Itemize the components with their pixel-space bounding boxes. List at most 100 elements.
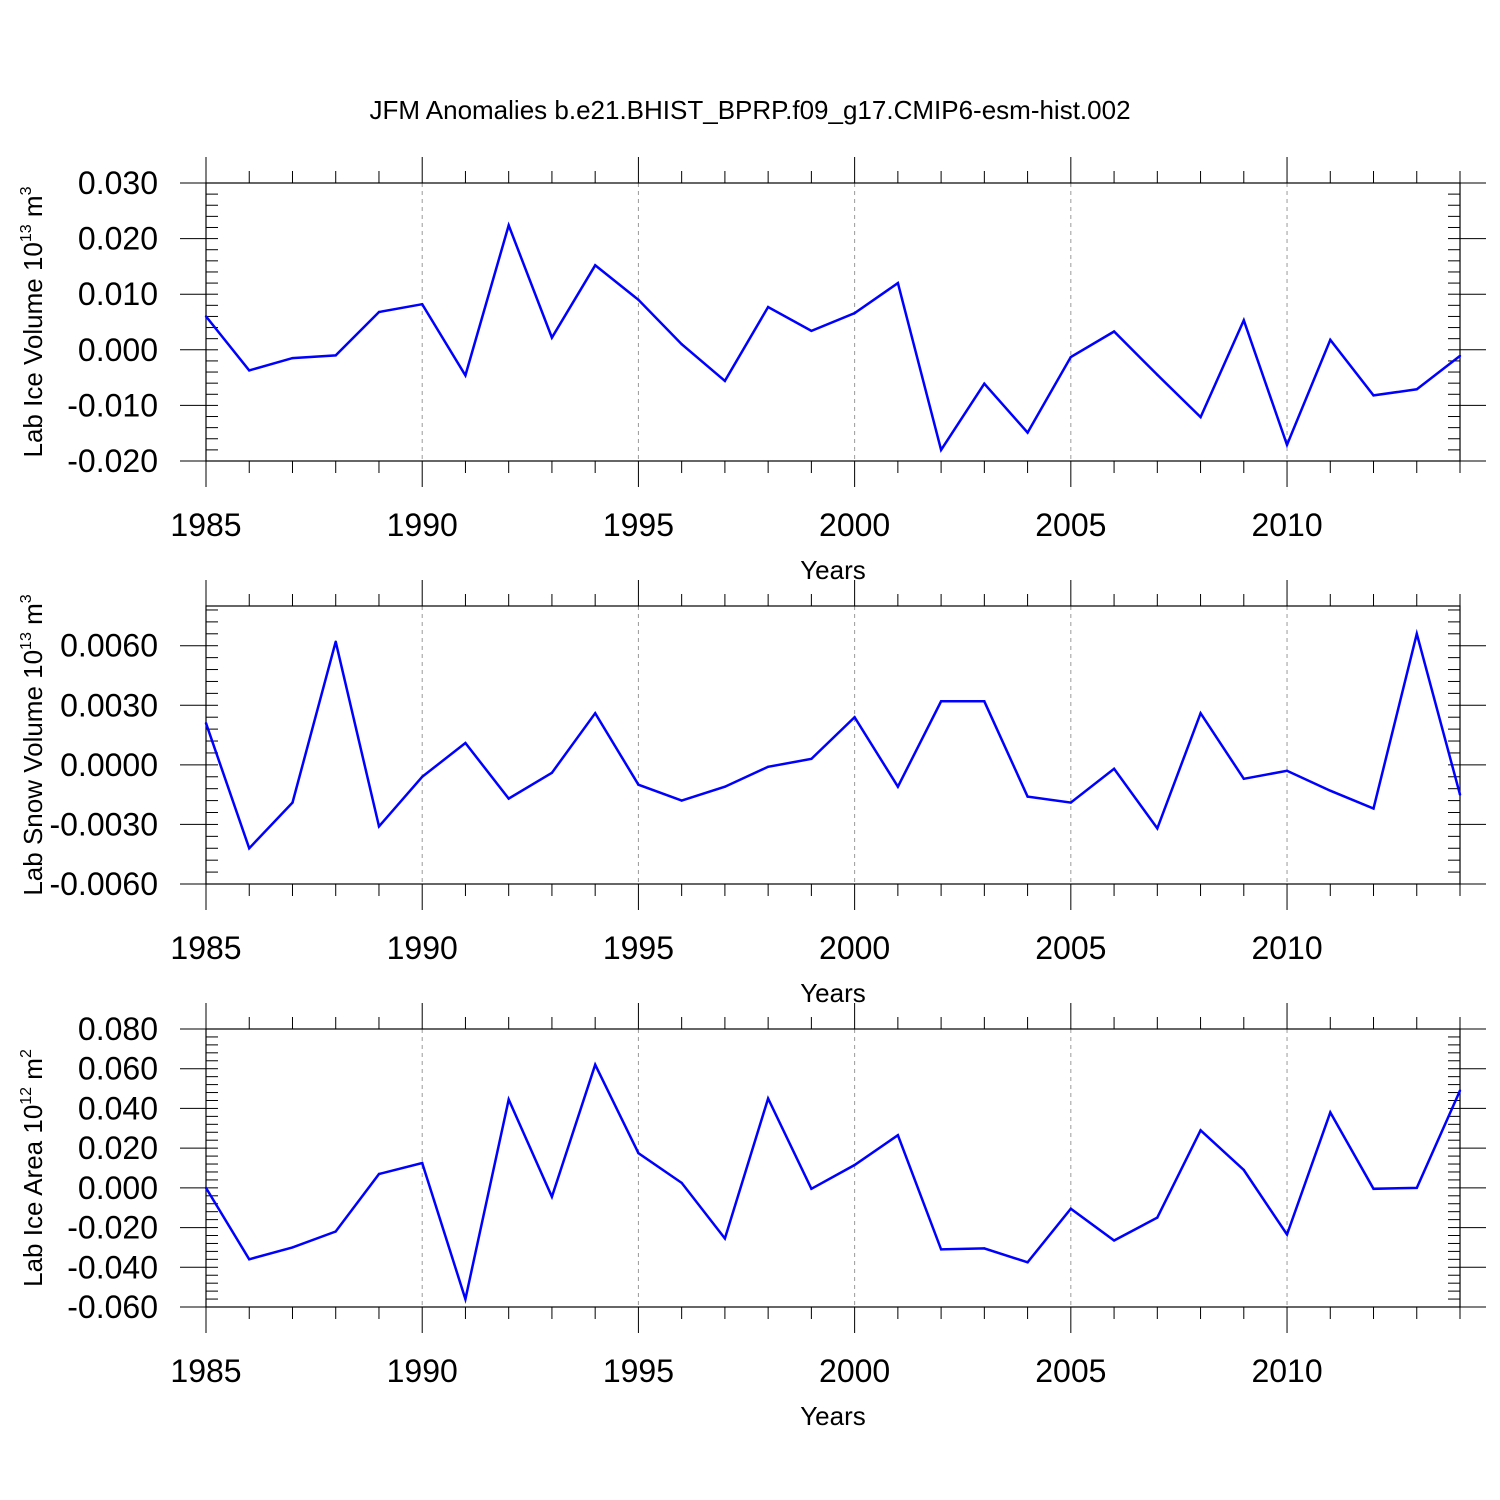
data-point: [939, 448, 943, 452]
data-point: [1242, 777, 1245, 780]
y-tick-label: -0.0030: [49, 806, 158, 842]
data-point: [1156, 827, 1159, 830]
x-tick-label: 1985: [170, 507, 241, 543]
chart-title: JFM Anomalies b.e21.BHIST_BPRP.f09_g17.C…: [369, 95, 1130, 125]
series-line-ice-area: [204, 1061, 1462, 1304]
data-point: [637, 298, 640, 301]
data-point: [637, 783, 640, 786]
data-point: [1372, 807, 1375, 810]
y-tick-label: -0.020: [67, 1210, 158, 1246]
data-point: [896, 785, 900, 788]
data-point: [680, 799, 683, 802]
data-point: [1156, 373, 1159, 377]
data-point: [939, 1248, 943, 1251]
data-point: [766, 1097, 770, 1100]
data-point: [593, 264, 597, 267]
data-point: [1415, 388, 1418, 391]
data-point: [550, 771, 554, 774]
data-point: [1458, 793, 1462, 796]
data-point: [1199, 712, 1202, 715]
data-point: [248, 1258, 251, 1261]
y-tick-label: 0.060: [78, 1051, 158, 1087]
data-point: [1285, 1233, 1289, 1236]
y-tick-label: 0.030: [78, 165, 158, 201]
data-point: [1415, 1186, 1418, 1190]
data-point: [680, 1181, 683, 1185]
data-point: [291, 356, 294, 360]
y-tick-label: 0.020: [78, 221, 158, 257]
data-point: [853, 311, 856, 315]
x-tick-label: 1995: [603, 1353, 674, 1389]
x-tick-label: 1995: [603, 507, 674, 543]
series-line-ice-volume: [205, 221, 1461, 453]
x-tick-label: 2005: [1035, 930, 1106, 966]
data-point: [1112, 330, 1116, 333]
data-point: [291, 801, 294, 804]
data-point: [334, 1230, 337, 1233]
x-axis-label: Years: [800, 555, 866, 585]
plot-frame: [205, 605, 1461, 885]
data-point: [853, 716, 856, 719]
x-tick-label: 2000: [819, 930, 890, 966]
data-point: [1329, 338, 1332, 341]
y-tick-label: 0.0000: [60, 747, 158, 783]
data-point: [723, 1237, 727, 1240]
data-point: [1415, 632, 1418, 635]
data-point: [983, 382, 986, 385]
panel-snow-volume: -0.0060 -0.0030 0.0000 0.0030 0.0060 1985 1990…: [18, 580, 1486, 1008]
y-tick-label: -0.010: [67, 387, 158, 423]
data-point: [637, 1151, 640, 1155]
data-point: [248, 369, 251, 372]
data-point: [464, 741, 467, 745]
data-point: [1112, 1239, 1116, 1242]
data-point: [1199, 415, 1202, 419]
plot-frame: [205, 1028, 1461, 1308]
data-point: [723, 785, 727, 788]
data-point: [810, 329, 813, 333]
data-point: [1372, 1187, 1375, 1191]
x-axis-label: Years: [800, 1401, 866, 1431]
data-point: [1458, 1089, 1462, 1092]
y-tick-label: 0.0030: [60, 687, 158, 723]
x-tick-label: 1990: [387, 930, 458, 966]
y-axis-label: Lab Ice Area 1012 m2: [18, 1049, 48, 1287]
x-tick-label: 2000: [819, 1353, 890, 1389]
y-tick-label: 0.040: [78, 1090, 158, 1126]
data-point: [421, 775, 424, 778]
data-point: [464, 1297, 467, 1301]
data-point: [983, 700, 986, 703]
x-tick-label: 2010: [1251, 930, 1322, 966]
data-point: [204, 315, 208, 318]
y-tick-label: 0.020: [78, 1130, 158, 1166]
data-point: [896, 1134, 900, 1137]
y-tick-label: -0.040: [67, 1249, 158, 1285]
data-point: [291, 1246, 294, 1249]
data-point: [853, 1163, 856, 1167]
data-point: [1458, 354, 1462, 358]
data-point: [1199, 1129, 1202, 1132]
data-point: [550, 1195, 554, 1198]
y-tick-label: 0.010: [78, 276, 158, 312]
data-point: [1069, 801, 1073, 804]
y-tick-label: 0.0060: [60, 628, 158, 664]
x-tick-label: 2010: [1251, 507, 1322, 543]
x-tick-label: 1995: [603, 930, 674, 966]
data-point: [507, 1098, 510, 1101]
data-point: [1069, 1207, 1073, 1210]
data-point: [1026, 431, 1029, 434]
data-point: [939, 700, 943, 703]
data-point: [204, 721, 208, 725]
y-tick-label: -0.060: [67, 1289, 158, 1325]
series-line-snow-volume: [204, 628, 1462, 851]
data-point: [204, 1186, 208, 1190]
y-axis-label: Lab Snow Volume 1013 m3: [18, 594, 48, 895]
data-point: [1372, 394, 1375, 397]
y-tick-label: -0.020: [67, 443, 158, 479]
y-axis-label: Lab Ice Volume 1013 m3: [18, 186, 48, 457]
data-point: [680, 343, 683, 346]
data-point: [593, 712, 597, 715]
data-point: [1329, 789, 1332, 792]
x-tick-label: 1985: [170, 1353, 241, 1389]
